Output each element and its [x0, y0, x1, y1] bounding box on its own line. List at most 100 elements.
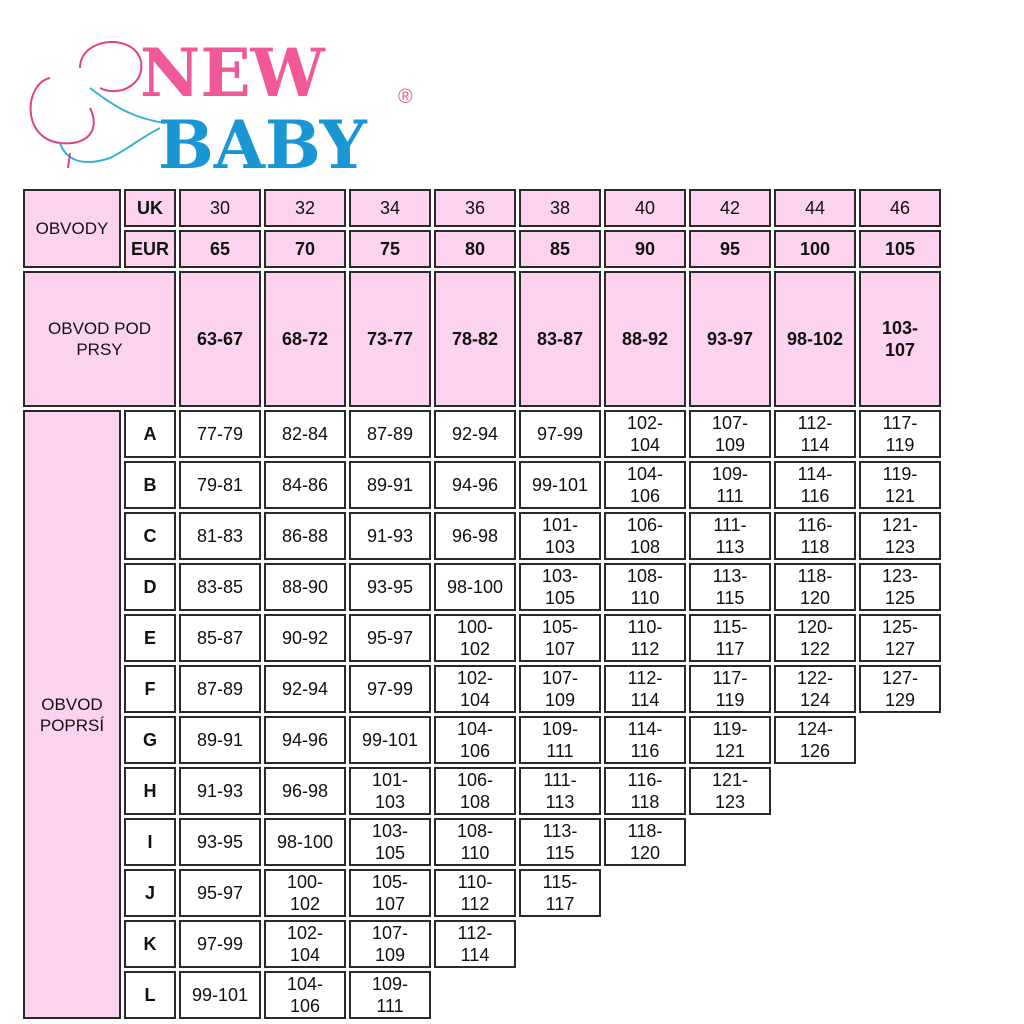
bust-range: 121-123: [859, 512, 941, 560]
empty-cell: [689, 869, 771, 917]
bust-range: 109-111: [349, 971, 431, 1019]
table-row: D 83-85 88-90 93-95 98-100 103-105 108-110 113-…: [23, 563, 941, 611]
bust-range: 99-101: [179, 971, 261, 1019]
cup-letter: D: [124, 563, 176, 611]
cup-letter: K: [124, 920, 176, 968]
eur-size: 75: [349, 230, 431, 268]
bust-range: 77-79: [179, 410, 261, 458]
bust-range: 112-114: [774, 410, 856, 458]
bust-label: OBVOD POPRSÍ: [23, 410, 121, 1019]
empty-cell: [774, 869, 856, 917]
bust-range: 91-93: [349, 512, 431, 560]
bust-range: 102-104: [604, 410, 686, 458]
bust-range: 102-104: [434, 665, 516, 713]
table-row: F 87-89 92-94 97-99 102-104 107-109 112-114 117…: [23, 665, 941, 713]
uk-size: 34: [349, 189, 431, 227]
bust-range: 87-89: [349, 410, 431, 458]
uk-size: 40: [604, 189, 686, 227]
bust-range: 124-126: [774, 716, 856, 764]
bust-range: 91-93: [179, 767, 261, 815]
bust-range: 127-129: [859, 665, 941, 713]
empty-cell: [604, 920, 686, 968]
obvody-label: OBVODY: [23, 189, 121, 268]
bust-range: 116-118: [604, 767, 686, 815]
empty-cell: [774, 971, 856, 1019]
empty-cell: [859, 767, 941, 815]
bust-range: 113-115: [519, 818, 601, 866]
baby-illustration-icon: [29, 41, 166, 169]
bust-range: 89-91: [349, 461, 431, 509]
bust-range: 112-114: [604, 665, 686, 713]
empty-cell: [519, 971, 601, 1019]
cup-letter: F: [124, 665, 176, 713]
bust-range: 122-124: [774, 665, 856, 713]
underbust-range: 83-87: [519, 271, 601, 407]
eur-size: 100: [774, 230, 856, 268]
bust-range: 121-123: [689, 767, 771, 815]
empty-cell: [859, 920, 941, 968]
underbust-range: 98-102: [774, 271, 856, 407]
bust-range: 110-112: [434, 869, 516, 917]
bust-range: 79-81: [179, 461, 261, 509]
eur-size: 95: [689, 230, 771, 268]
bust-range: 106-108: [604, 512, 686, 560]
bust-range: 95-97: [349, 614, 431, 662]
size-chart-table: OBVODY UK 30 32 34 36 38 40 42 44 46 EUR 65 70 75 80 85 9…: [20, 186, 944, 1022]
bust-range: 84-86: [264, 461, 346, 509]
bust-range: 95-97: [179, 869, 261, 917]
underbust-range: 73-77: [349, 271, 431, 407]
underbust-range: 63-67: [179, 271, 261, 407]
table-row: B 79-81 84-86 89-91 94-96 99-101 104-106 109-11…: [23, 461, 941, 509]
cup-letter: I: [124, 818, 176, 866]
empty-cell: [859, 869, 941, 917]
empty-cell: [604, 869, 686, 917]
cup-letter: A: [124, 410, 176, 458]
bust-range: 88-90: [264, 563, 346, 611]
bust-range: 108-110: [434, 818, 516, 866]
bust-range: 107-109: [349, 920, 431, 968]
table-row: K 97-99 102-104 107-109 112-114: [23, 920, 941, 968]
empty-cell: [859, 818, 941, 866]
bust-range: 123-125: [859, 563, 941, 611]
bust-range: 103-105: [349, 818, 431, 866]
bust-range: 83-85: [179, 563, 261, 611]
bust-range: 101-103: [349, 767, 431, 815]
logo-new: NEW: [140, 34, 326, 112]
uk-size: 46: [859, 189, 941, 227]
cup-letter: B: [124, 461, 176, 509]
uk-size: 30: [179, 189, 261, 227]
bust-range: 97-99: [179, 920, 261, 968]
bust-range: 109-111: [519, 716, 601, 764]
table-row: C 81-83 86-88 91-93 96-98 101-103 106-108 111-1…: [23, 512, 941, 560]
underbust-range: 68-72: [264, 271, 346, 407]
eur-size: 105: [859, 230, 941, 268]
bust-range: 125-127: [859, 614, 941, 662]
underbust-range: 93-97: [689, 271, 771, 407]
bust-range: 99-101: [519, 461, 601, 509]
bust-range: 107-109: [689, 410, 771, 458]
bust-range: 105-107: [349, 869, 431, 917]
bust-range: 94-96: [264, 716, 346, 764]
underbust-label: OBVOD POD PRSY: [23, 271, 176, 407]
bust-range: 94-96: [434, 461, 516, 509]
table-row: I 93-95 98-100 103-105 108-110 113-115 118-120: [23, 818, 941, 866]
bust-range: 118-120: [774, 563, 856, 611]
bust-range: 97-99: [349, 665, 431, 713]
bust-range: 103-105: [519, 563, 601, 611]
bust-range: 98-100: [264, 818, 346, 866]
cup-letter: J: [124, 869, 176, 917]
empty-cell: [689, 920, 771, 968]
eur-size: 85: [519, 230, 601, 268]
empty-cell: [774, 818, 856, 866]
bust-range: 85-87: [179, 614, 261, 662]
underbust-range: 103-107: [859, 271, 941, 407]
bust-range: 107-109: [519, 665, 601, 713]
bust-range: 106-108: [434, 767, 516, 815]
eur-size: 90: [604, 230, 686, 268]
empty-cell: [774, 920, 856, 968]
eur-size: 80: [434, 230, 516, 268]
empty-cell: [859, 971, 941, 1019]
bust-range: 101-103: [519, 512, 601, 560]
bust-range: 87-89: [179, 665, 261, 713]
underbust-range: 88-92: [604, 271, 686, 407]
